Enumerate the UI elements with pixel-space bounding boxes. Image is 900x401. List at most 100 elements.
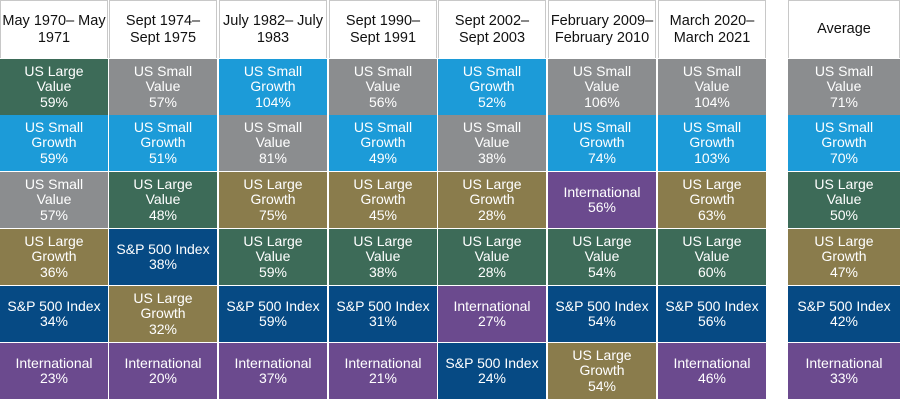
asset-class-label: International 56% [563, 183, 641, 215]
asset-class-cell: US Large Growth 45% [329, 172, 437, 228]
asset-class-cell: US Large Value 59% [219, 229, 327, 285]
asset-class-cell: US Large Value 28% [438, 229, 546, 285]
asset-class-cell: S&P 500 Index 42% [788, 286, 900, 342]
asset-class-cell: US Small Value 104% [658, 59, 766, 115]
column-header: July 1982– July 1983 [219, 0, 327, 58]
asset-class-label: US Small Value 81% [243, 118, 303, 166]
asset-class-cell: US Large Growth 36% [0, 229, 108, 285]
asset-class-label: US Small Growth 52% [462, 62, 522, 110]
asset-class-cell: International 27% [438, 286, 546, 342]
asset-class-label: US Large Growth 45% [353, 175, 413, 223]
column-header: Sept 1974– Sept 1975 [109, 0, 217, 58]
asset-class-label: US Large Growth 75% [243, 175, 303, 223]
asset-class-cell: S&P 500 Index 38% [109, 229, 217, 285]
asset-class-cell: S&P 500 Index 54% [548, 286, 656, 342]
asset-class-cell: US Large Growth 32% [109, 286, 217, 342]
asset-class-cell: US Small Growth 59% [0, 115, 108, 171]
asset-class-label: US Large Growth 36% [24, 232, 84, 280]
asset-class-label: US Small Value 106% [572, 62, 632, 110]
asset-class-cell: US Small Value 81% [219, 115, 327, 171]
asset-class-cell: International 46% [658, 343, 766, 399]
asset-class-label: International 20% [124, 354, 202, 386]
column-header: March 2020– March 2021 [658, 0, 766, 58]
asset-class-label: US Large Value 60% [682, 232, 742, 280]
asset-class-cell: S&P 500 Index 59% [219, 286, 327, 342]
asset-class-label: S&P 500 Index 38% [116, 240, 210, 272]
asset-class-label: US Small Value 71% [814, 62, 874, 110]
asset-class-cell: US Small Growth 103% [658, 115, 766, 171]
asset-class-cell: US Large Growth 28% [438, 172, 546, 228]
asset-class-label: International 27% [453, 297, 531, 329]
asset-class-cell: US Small Value 56% [329, 59, 437, 115]
asset-class-label: S&P 500 Index 54% [555, 297, 649, 329]
asset-class-cell: US Large Value 60% [658, 229, 766, 285]
asset-class-label: US Small Value 56% [353, 62, 413, 110]
asset-class-cell: US Large Growth 54% [548, 343, 656, 399]
column-header: Sept 1990– Sept 1991 [329, 0, 437, 58]
asset-class-label: US Small Growth 70% [814, 118, 874, 166]
asset-class-label: US Large Growth 32% [133, 289, 193, 337]
asset-class-cell: International 33% [788, 343, 900, 399]
asset-class-label: International 33% [805, 354, 883, 386]
asset-class-cell: S&P 500 Index 56% [658, 286, 766, 342]
asset-class-cell: US Small Growth 52% [438, 59, 546, 115]
asset-class-cell: US Small Value 57% [109, 59, 217, 115]
asset-class-label: US Large Value 50% [814, 175, 874, 223]
asset-class-cell: US Large Value 59% [0, 59, 108, 115]
asset-class-cell: US Large Growth 63% [658, 172, 766, 228]
asset-class-label: International 23% [15, 354, 93, 386]
asset-class-label: International 21% [344, 354, 422, 386]
asset-class-label: US Small Growth 74% [572, 118, 632, 166]
asset-class-label: US Small Value 38% [462, 118, 522, 166]
asset-class-cell: US Large Growth 47% [788, 229, 900, 285]
asset-class-label: S&P 500 Index 24% [445, 354, 539, 386]
asset-class-cell: US Large Value 54% [548, 229, 656, 285]
asset-class-label: US Large Growth 54% [572, 346, 632, 394]
column-header: Average [788, 0, 900, 58]
asset-class-label: US Small Value 57% [24, 175, 84, 223]
asset-class-cell: US Large Growth 75% [219, 172, 327, 228]
asset-class-label: US Large Growth 63% [682, 175, 742, 223]
asset-class-label: US Large Value 59% [24, 62, 84, 110]
asset-class-cell: US Small Growth 70% [788, 115, 900, 171]
asset-class-cell: S&P 500 Index 24% [438, 343, 546, 399]
asset-class-label: US Large Value 48% [133, 175, 193, 223]
asset-class-cell: International 20% [109, 343, 217, 399]
asset-class-cell: US Small Growth 51% [109, 115, 217, 171]
asset-class-label: US Small Growth 59% [24, 118, 84, 166]
asset-class-label: US Small Growth 103% [682, 118, 742, 166]
asset-class-label: S&P 500 Index 59% [226, 297, 320, 329]
asset-class-cell: International 23% [0, 343, 108, 399]
asset-class-cell: US Small Value 38% [438, 115, 546, 171]
asset-class-label: US Small Growth 104% [243, 62, 303, 110]
asset-class-label: US Small Growth 51% [133, 118, 193, 166]
asset-class-cell: US Small Growth 74% [548, 115, 656, 171]
asset-class-cell: US Small Value 106% [548, 59, 656, 115]
asset-class-cell: US Small Growth 49% [329, 115, 437, 171]
asset-class-cell: US Small Growth 104% [219, 59, 327, 115]
asset-class-cell: International 37% [219, 343, 327, 399]
asset-class-label: US Small Value 104% [682, 62, 742, 110]
asset-class-cell: US Large Value 50% [788, 172, 900, 228]
asset-class-cell: International 56% [548, 172, 656, 228]
asset-class-label: US Large Value 38% [353, 232, 413, 280]
column-header: February 2009– February 2010 [548, 0, 656, 58]
column-header: Sept 2002– Sept 2003 [438, 0, 546, 58]
asset-class-cell: US Small Value 71% [788, 59, 900, 115]
asset-class-label: US Large Value 59% [243, 232, 303, 280]
asset-class-label: US Small Growth 49% [353, 118, 413, 166]
asset-class-label: US Large Value 28% [462, 232, 522, 280]
asset-class-label: International 46% [673, 354, 751, 386]
asset-class-cell: S&P 500 Index 34% [0, 286, 108, 342]
asset-class-label: S&P 500 Index 42% [797, 297, 891, 329]
asset-class-label: S&P 500 Index 34% [7, 297, 101, 329]
asset-class-cell: S&P 500 Index 31% [329, 286, 437, 342]
asset-class-cell: US Large Value 48% [109, 172, 217, 228]
column-header: May 1970– May 1971 [0, 0, 108, 58]
asset-class-label: US Small Value 57% [133, 62, 193, 110]
asset-class-cell: International 21% [329, 343, 437, 399]
asset-class-label: US Large Value 54% [572, 232, 632, 280]
asset-class-label: S&P 500 Index 31% [336, 297, 430, 329]
asset-class-cell: US Large Value 38% [329, 229, 437, 285]
